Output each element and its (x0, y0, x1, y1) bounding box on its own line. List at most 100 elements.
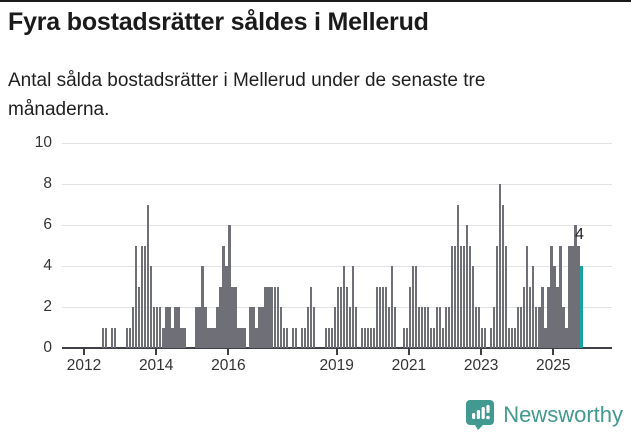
bar (565, 327, 568, 348)
bar (135, 245, 138, 348)
bar (490, 327, 493, 348)
x-tick-mark (335, 349, 338, 355)
bar (294, 327, 297, 348)
bar (147, 204, 150, 348)
bar (207, 327, 210, 348)
bar (538, 307, 541, 348)
bar (456, 204, 460, 348)
bar (460, 245, 463, 348)
bar (544, 327, 547, 348)
y-tick-label: 2 (43, 298, 52, 315)
bar (276, 286, 279, 348)
x-tick-mark (407, 349, 410, 355)
bar (381, 286, 385, 348)
x-tick-label: 2019 (319, 357, 354, 374)
bar (219, 286, 222, 348)
bar (547, 286, 550, 348)
bar (466, 225, 469, 348)
x-tick-mark (552, 349, 555, 355)
bar (526, 245, 529, 348)
bar (393, 307, 397, 348)
x-tick-label: 2021 (391, 357, 427, 374)
bar (264, 286, 267, 348)
gridline (62, 143, 612, 144)
bar (225, 266, 228, 348)
bar (168, 307, 171, 348)
bar (417, 307, 421, 348)
bar (303, 327, 306, 348)
x-tick-mark (83, 349, 85, 355)
bar (339, 286, 342, 348)
x-tick-mark (227, 349, 230, 355)
bar (559, 245, 562, 348)
bar (216, 307, 219, 348)
bar (426, 307, 430, 348)
bar (156, 307, 159, 348)
gridline (62, 225, 612, 226)
x-tick-label: 2025 (536, 357, 571, 374)
bar (162, 327, 165, 348)
bar (514, 327, 517, 348)
bar (105, 327, 108, 348)
x-tick-mark (480, 349, 483, 355)
bar (523, 286, 526, 348)
latest-value-label: 4 (575, 226, 584, 243)
bar (484, 327, 487, 348)
bar (285, 327, 288, 348)
bar (144, 245, 147, 348)
x-tick-label: 2016 (211, 357, 246, 374)
bar (414, 266, 418, 348)
bar (306, 307, 309, 348)
bar (505, 245, 508, 348)
bar (240, 327, 243, 348)
bar (126, 327, 129, 348)
y-tick-label: 10 (34, 134, 52, 151)
bar (258, 307, 261, 348)
bar (138, 286, 141, 348)
bar (517, 307, 520, 348)
bar (405, 327, 409, 348)
bar (243, 327, 246, 348)
bar (562, 307, 565, 348)
x-tick-label: 2014 (138, 357, 174, 374)
bar (354, 307, 358, 348)
bar (447, 307, 451, 348)
bar (511, 327, 514, 348)
bar (508, 327, 511, 348)
bar (390, 266, 394, 348)
bar (231, 286, 234, 348)
bar (261, 307, 264, 348)
bar-chart: 0 2 4 6 8 10 2012 2014 2016 2019 2021 2023 2025 4 (34, 134, 612, 374)
bar (270, 286, 273, 348)
bar (201, 266, 204, 348)
bar (333, 307, 336, 348)
bar (435, 307, 439, 348)
bar (234, 286, 237, 348)
bar (300, 327, 303, 348)
bar (441, 327, 445, 348)
bar (550, 245, 553, 348)
bar (366, 327, 370, 348)
x-tick-label: 2012 (66, 357, 102, 374)
bar (360, 327, 364, 348)
bar (408, 286, 412, 348)
bar (387, 307, 391, 348)
bar (267, 286, 270, 348)
y-tick-label: 6 (43, 216, 52, 233)
bar (345, 286, 348, 348)
newsworthy-logo[interactable]: Newsworthy (465, 399, 623, 431)
bar (153, 307, 156, 348)
bar (493, 307, 496, 348)
bar (198, 307, 201, 348)
bar (180, 327, 183, 348)
bar (402, 327, 406, 348)
bar (375, 286, 379, 348)
y-tick-label: 4 (43, 257, 52, 274)
bar (469, 245, 472, 348)
bar (150, 266, 153, 348)
bar (204, 307, 207, 348)
bar (336, 286, 339, 348)
bar (463, 245, 466, 348)
chart-title: Fyra bostadsrätter såldes i Mellerud (8, 8, 429, 36)
